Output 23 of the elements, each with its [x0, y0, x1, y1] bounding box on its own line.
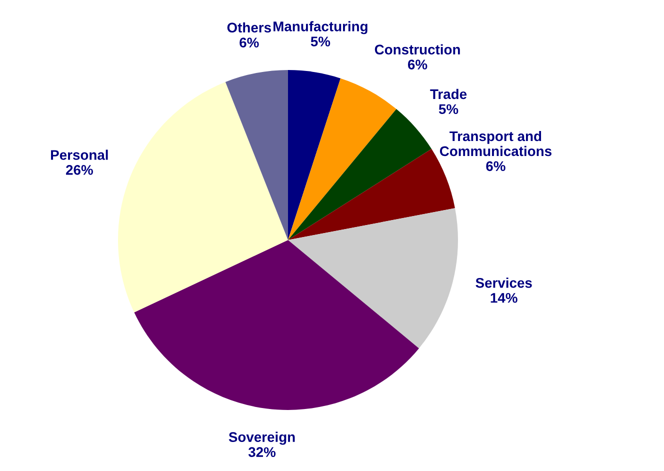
pie-slice	[288, 70, 341, 240]
pie-slice	[288, 208, 458, 348]
pie-slice	[288, 109, 432, 240]
data-label: 32%	[248, 447, 276, 458]
data-label: 26%	[66, 165, 93, 175]
data-label: 6%	[408, 60, 428, 70]
data-label: 5%	[310, 36, 330, 46]
pie-slice	[134, 240, 419, 410]
pie-slice	[118, 82, 288, 312]
data-label: 5%	[438, 104, 458, 114]
slice-label: Others	[227, 22, 271, 33]
slice-label: Personal	[51, 150, 108, 160]
pie-slice	[288, 78, 396, 240]
data-label: 14%	[490, 292, 518, 303]
slice-label: Transport and Communications	[440, 130, 552, 156]
slice-label: Trade	[430, 88, 467, 100]
pie-slice	[225, 70, 288, 240]
slice-label: Sovereign	[228, 432, 295, 445]
slice-label: Construction	[374, 44, 460, 54]
slice-label: Services	[476, 278, 532, 288]
slice-label: Manufacturing	[274, 21, 368, 34]
data-label: 6%	[486, 161, 506, 172]
data-label: 6%	[240, 38, 259, 48]
